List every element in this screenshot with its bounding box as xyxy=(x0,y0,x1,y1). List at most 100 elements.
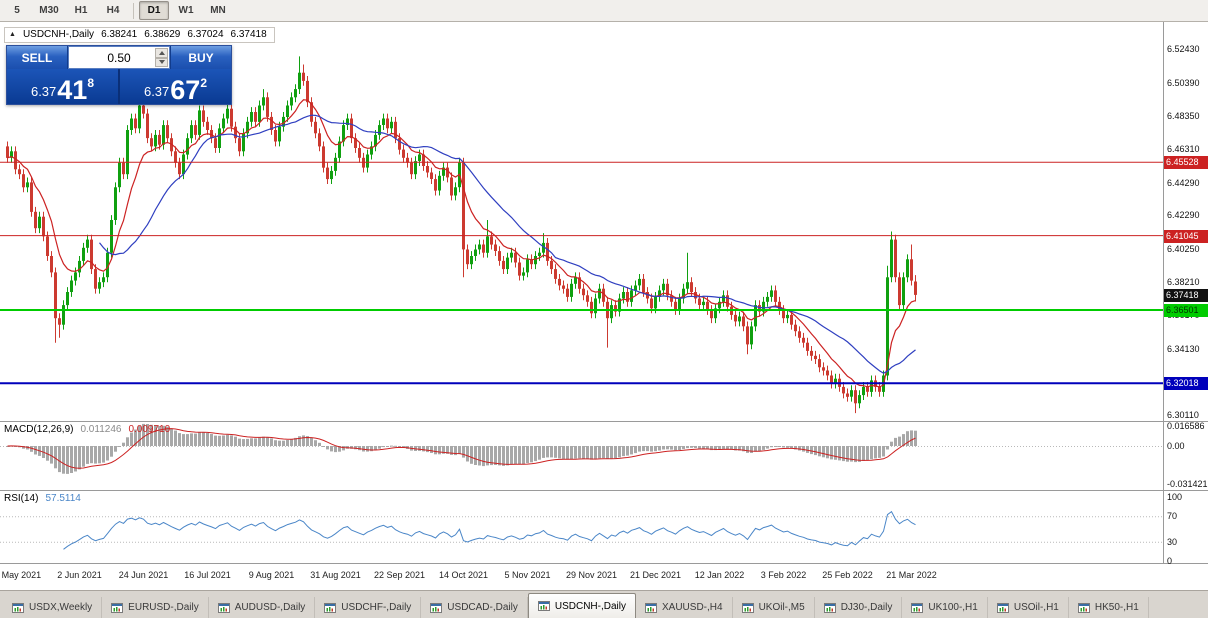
spinner-up-icon[interactable] xyxy=(155,48,168,58)
macd-axis-label: -0.031421 xyxy=(1167,478,1208,489)
chart-tab-icon xyxy=(996,602,1009,613)
price-axis-label: 6.40250 xyxy=(1167,243,1200,254)
chart-tab-usdchf-daily[interactable]: USDCHF-,Daily xyxy=(315,597,422,618)
buy-button[interactable]: BUY xyxy=(170,46,231,69)
date-axis-label: 16 Jul 2021 xyxy=(184,570,231,580)
spinner-down-icon[interactable] xyxy=(155,57,168,67)
timeframe-toolbar: 5 M30 H1 H4 D1 W1 MN xyxy=(0,0,1208,22)
macd-histogram xyxy=(6,423,917,474)
indicator-grid-lines xyxy=(0,446,1163,543)
macd-name: MACD(12,26,9) xyxy=(4,424,74,435)
date-axis-label: 29 Nov 2021 xyxy=(565,570,618,580)
chart-tab-usoil-h1[interactable]: USOil-,H1 xyxy=(988,597,1069,618)
timeframe-button-w1[interactable]: W1 xyxy=(178,5,194,16)
collapse-arrow-icon[interactable]: ▲ xyxy=(9,31,16,38)
time-axis[interactable]: 11 May 2021 2 Jun 2021 24 Jun 2021 16 Jul 2… xyxy=(0,564,1163,590)
date-axis-label: 11 May 2021 xyxy=(0,570,42,580)
chart-tab-uk100-h1[interactable]: UK100-,H1 xyxy=(902,597,988,618)
date-axis-label: 22 Sep 2021 xyxy=(373,570,426,580)
pane-separator-rsi[interactable] xyxy=(0,490,1208,491)
rsi-axis-label: 30 xyxy=(1167,536,1178,547)
rsi-value: 57.5114 xyxy=(45,493,81,504)
date-axis-label: 21 Mar 2022 xyxy=(886,570,937,580)
chart-tab-ukoil-m5[interactable]: UKOil-,M5 xyxy=(733,597,815,618)
chart-tab-label: EURUSD-,Daily xyxy=(128,602,199,613)
price-axis[interactable]: 6.52430 6.50390 6.48350 6.46310 6.44290 6.422… xyxy=(1164,22,1208,590)
price-axis-label: 6.44290 xyxy=(1167,177,1200,188)
timeframe-button-mn[interactable]: MN xyxy=(210,5,226,16)
date-axis-label: 5 Nov 2021 xyxy=(504,570,551,580)
candles xyxy=(6,56,917,414)
chart-tab-icon xyxy=(644,602,657,613)
ohlc-high-value: 6.38629 xyxy=(144,29,181,40)
timeframe-button-m30[interactable]: M30 xyxy=(39,5,59,16)
chart-tab-audusd-daily[interactable]: AUDUSD-,Daily xyxy=(209,597,316,618)
sell-price-base: 6.37 xyxy=(30,84,57,99)
chart-tab-label: USDCHF-,Daily xyxy=(341,602,412,613)
chart-tabs-bar: USDX,Weekly EURUSD-,Daily AUDUSD-,Daily USD… xyxy=(0,590,1208,618)
sell-price-display[interactable]: 6.37 41 8 xyxy=(7,69,118,104)
price-axis-label: 6.48350 xyxy=(1167,111,1200,122)
ema10-moving-average-line xyxy=(7,99,916,388)
date-axis-label: 25 Feb 2022 xyxy=(822,570,873,580)
macd-indicator-label: MACD(12,26,9) 0.011246 0.009710 xyxy=(4,424,170,435)
timeframe-button-5[interactable]: 5 xyxy=(14,5,20,16)
chart-tab-usdcad-daily[interactable]: USDCAD-,Daily xyxy=(421,597,528,618)
date-axis-label: 24 Jun 2021 xyxy=(118,570,169,580)
pane-separator-macd[interactable] xyxy=(0,421,1208,422)
chart-tab-usdx-weekly[interactable]: USDX,Weekly xyxy=(3,597,103,618)
chart-tab-label: USDCNH-,Daily xyxy=(554,600,626,612)
chart-title-bar: ▲ USDCNH-,Daily 6.38241 6.38629 6.37024 … xyxy=(4,27,275,43)
timeframe-button-h1[interactable]: H1 xyxy=(74,5,88,16)
chart-tab-label: USOil-,H1 xyxy=(1013,602,1059,613)
sell-button[interactable]: SELL xyxy=(7,46,68,69)
sell-price-pips: 41 xyxy=(57,74,88,105)
chart-tab-icon xyxy=(1077,602,1090,613)
macd-signal-value: 0.009710 xyxy=(128,424,171,435)
level-price-badge: 6.36501 xyxy=(1164,304,1208,317)
timeframe-button-h4[interactable]: H4 xyxy=(106,5,120,16)
one-click-trading-widget: SELL 0.50 BUY 6.37 41 8 6.37 67 2 xyxy=(6,45,232,105)
price-axis-label: 6.30110 xyxy=(1167,409,1199,420)
price-axis-label: 6.50390 xyxy=(1167,77,1200,88)
horizontal-level-lines[interactable] xyxy=(0,161,1163,385)
timeframe-button-d1[interactable]: D1 xyxy=(139,1,169,20)
price-divider xyxy=(118,69,120,104)
buy-price-point: 2 xyxy=(200,76,208,90)
chart-tab-label: AUDUSD-,Daily xyxy=(234,602,306,613)
price-axis-label: 6.38210 xyxy=(1167,277,1200,288)
date-axis-label: 12 Jan 2022 xyxy=(694,570,745,580)
rsi-name: RSI(14) xyxy=(4,493,39,504)
chart-tab-label: XAUUSD-,H4 xyxy=(661,602,723,613)
toolbar-divider xyxy=(133,2,134,19)
buy-price-display[interactable]: 6.37 67 2 xyxy=(120,69,231,104)
chart-tab-label: HK50-,H1 xyxy=(1094,602,1139,613)
buy-price-base: 6.37 xyxy=(143,84,170,99)
rsi-axis-label: 100 xyxy=(1167,492,1183,502)
macd-signal-line xyxy=(7,428,916,469)
chart-tab-dj30-daily[interactable]: DJ30-,Daily xyxy=(815,597,903,618)
chart-tab-icon xyxy=(12,602,24,613)
chart-tab-hk50-h1[interactable]: HK50-,H1 xyxy=(1069,597,1149,618)
ohlc-close-value: 6.37418 xyxy=(230,29,267,40)
rsi-axis-label: 0 xyxy=(1167,556,1173,566)
current-price-badge: 6.37418 xyxy=(1164,289,1208,302)
chart-tab-label: UKOil-,M5 xyxy=(758,602,805,613)
date-axis-label: 3 Feb 2022 xyxy=(760,570,807,580)
chart-tab-eurusd-daily[interactable]: EURUSD-,Daily xyxy=(102,597,209,618)
chart-tab-xauusd-h4[interactable]: XAUUSD-,H4 xyxy=(636,597,733,618)
ohlc-open-value: 6.38241 xyxy=(101,29,138,40)
volume-input[interactable]: 0.50 xyxy=(68,46,170,69)
macd-axis-label: 0.00 xyxy=(1167,441,1185,451)
chart-symbol-label: USDCNH-,Daily xyxy=(22,29,95,40)
chart-canvas[interactable] xyxy=(0,22,1163,590)
chart-tab-icon xyxy=(741,602,754,613)
rsi-axis-label: 70 xyxy=(1167,511,1178,522)
chart-tab-icon xyxy=(324,602,337,613)
price-axis-label: 6.34130 xyxy=(1167,343,1200,354)
date-axis-label: 14 Oct 2021 xyxy=(438,570,489,580)
chart-tab-icon xyxy=(911,602,924,613)
chart-tab-usdcnh-daily[interactable]: USDCNH-,Daily xyxy=(527,593,636,618)
chart-tab-label: DJ30-,Daily xyxy=(840,602,893,613)
